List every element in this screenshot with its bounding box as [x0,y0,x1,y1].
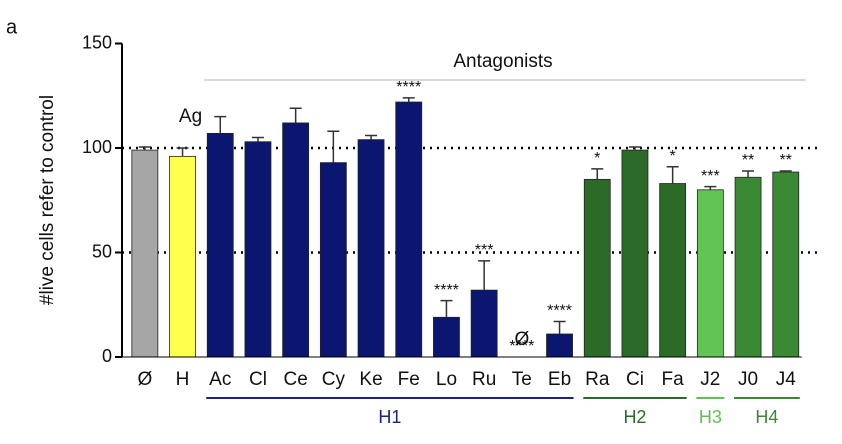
significance-label: ** [742,152,754,169]
x-tick-label: Lo [436,369,457,390]
error-bar [628,146,641,151]
error-bar [138,146,151,151]
x-tick-label: J2 [700,369,720,390]
error-bar [666,166,679,184]
x-tick-label: H [176,369,190,390]
significance-label: * [670,148,676,165]
group-label: H2 [623,407,646,427]
bar [244,141,272,358]
x-tick-label: Ru [472,369,496,390]
group-label: H4 [755,407,778,427]
significance-label: **** [396,79,421,96]
x-tick-label: Eb [548,369,571,390]
x-tick-label: Fa [662,369,685,390]
bar [583,178,611,358]
absent-marker: Ø [514,329,529,350]
significance-label: **** [547,303,572,320]
group-label: H1 [378,407,401,427]
bar [206,132,234,358]
bar [357,139,385,358]
span-label: Antagonists [453,51,552,72]
bar [621,149,649,358]
group-label: H3 [699,407,722,427]
x-tick-label: Fe [398,369,420,390]
significance-label: *** [475,242,494,259]
error-bar [251,136,264,142]
error-bar [440,299,453,318]
y-tick-label: 150 [82,32,112,52]
bar [395,101,423,358]
error-bar [365,134,378,140]
error-bar [779,170,792,173]
y-tick-label: 100 [82,137,112,157]
x-tick-label: Ac [209,369,231,390]
significance-label: *** [701,168,720,185]
bar [659,183,687,358]
significance-label: **** [434,282,459,299]
y-tick-label: 50 [92,241,112,261]
error-bar [742,170,755,178]
bar [319,162,347,358]
bar [282,122,310,358]
x-tick-label: Te [512,369,532,390]
error-bar [704,185,717,190]
bar [169,155,196,358]
error-bar [289,107,302,123]
bar [546,333,573,358]
bar [470,289,498,358]
error-bar [478,260,491,291]
error-bar [591,168,604,180]
bar [433,316,460,358]
error-bar [402,97,415,103]
panel-label: a [6,16,18,38]
x-tick-label: Ci [626,369,644,390]
bar [696,189,724,358]
x-tick-label: J0 [738,369,758,390]
bar [772,171,800,358]
error-bar [214,115,227,134]
x-tick-label: J4 [776,369,797,390]
x-tick-label: Ke [359,369,382,390]
bar [734,176,762,358]
significance-label: **** [509,338,534,355]
y-axis-label: #live cells refer to control [37,95,58,305]
annotation: Ag [179,106,202,127]
x-tick-label: Cl [249,369,267,390]
x-tick-label: Ce [284,369,308,390]
x-tick-label: Ra [585,369,610,390]
y-tick-label: 0 [102,346,112,366]
x-tick-label: Cy [322,369,346,390]
error-bar [176,147,189,157]
x-tick-label: Ø [137,369,152,390]
error-bar [553,320,566,335]
bar [131,149,159,358]
significance-label: ** [780,152,792,169]
significance-label: * [594,150,600,167]
error-bar [327,130,340,163]
